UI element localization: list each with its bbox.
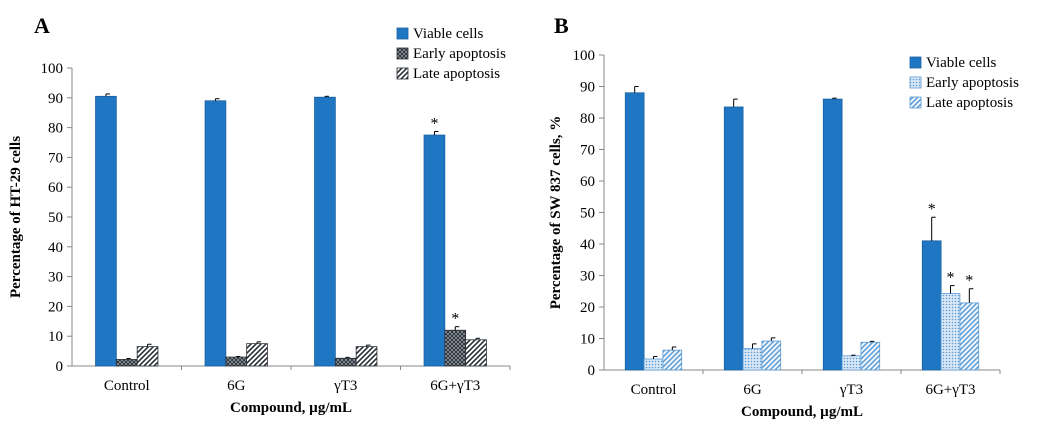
- bar-viable-cells: [921, 240, 942, 371]
- y-tick-label: 10: [48, 329, 63, 345]
- legend-label: Early apoptosis: [926, 75, 1019, 91]
- bar-late-apoptosis: [662, 349, 683, 371]
- y-tick-label: 90: [580, 80, 595, 96]
- bar-viable-cells: [423, 134, 446, 367]
- y-tick-label: 40: [580, 237, 595, 253]
- y-tick-label: 100: [41, 61, 64, 77]
- bar-early-apoptosis: [334, 357, 357, 367]
- bar-late-apoptosis: [860, 341, 881, 371]
- y-tick-label: 40: [48, 240, 63, 256]
- bar-early-apoptosis: [115, 359, 138, 367]
- bar-late-apoptosis: [355, 346, 378, 367]
- y-tick-label: 30: [580, 269, 595, 285]
- x-tick-label: Control: [104, 378, 150, 394]
- y-tick-label: 70: [580, 143, 595, 159]
- legend-swatch: [396, 47, 409, 60]
- significance-marker: *: [965, 273, 973, 290]
- y-tick-label: 50: [48, 210, 63, 226]
- legend-label: Early apoptosis: [413, 46, 506, 62]
- bar-viable-cells: [204, 100, 227, 367]
- legend-swatch: [909, 96, 922, 109]
- x-tick-label: 6G+γT3: [430, 378, 480, 394]
- panel-label-b: B: [554, 13, 569, 38]
- legend-swatch: [396, 27, 409, 40]
- bar-early-apoptosis: [225, 356, 248, 367]
- bar-late-apoptosis: [465, 339, 487, 367]
- y-tick-label: 0: [56, 359, 64, 375]
- bar-early-apoptosis: [841, 355, 862, 371]
- significance-marker: *: [947, 270, 955, 287]
- x-tick-label: 6G+γT3: [925, 382, 975, 398]
- bar-late-apoptosis: [959, 302, 980, 371]
- x-tick-label: 6G: [227, 378, 246, 394]
- chart-panel-b: 0 10 20 30 40 50 60 70 80 90 100 Percentage of SW 8…: [548, 48, 1019, 420]
- panel-label-a: A: [34, 13, 50, 38]
- x-tick-label: γT3: [839, 382, 863, 398]
- x-axis-title: Compound, µg/mL: [741, 404, 863, 420]
- y-tick-label: 60: [580, 174, 595, 190]
- y-tick-label: 50: [580, 206, 595, 222]
- legend-label: Late apoptosis: [413, 66, 500, 82]
- y-tick-label: 80: [48, 121, 63, 137]
- bar-early-apoptosis: [940, 293, 961, 371]
- x-tick-label: Control: [631, 382, 677, 398]
- x-tick-label: γT3: [333, 378, 357, 394]
- y-tick-label: 100: [573, 48, 596, 64]
- y-tick-label: 80: [580, 111, 595, 127]
- bar-late-apoptosis: [136, 346, 159, 367]
- x-axis-title: Compound, µg/mL: [230, 400, 352, 416]
- bar-viable-cells: [822, 98, 843, 371]
- significance-marker: *: [451, 311, 459, 328]
- bar-viable-cells: [723, 106, 744, 371]
- x-tick-label: 6G: [743, 382, 762, 398]
- significance-marker: *: [430, 115, 438, 132]
- bar-early-apoptosis: [643, 358, 664, 371]
- chart-panel-a: 0 10 20 30 40 50 60 70 80 90 100 Percentage of HT-2…: [8, 26, 511, 416]
- bar-early-apoptosis: [444, 329, 467, 367]
- y-axis-title: Percentage of HT-29 cells: [8, 136, 24, 298]
- bar-late-apoptosis: [761, 340, 782, 371]
- legend-swatch: [909, 76, 922, 89]
- legend-label: Viable cells: [926, 55, 996, 71]
- y-tick-label: 70: [48, 150, 63, 166]
- significance-marker: *: [928, 201, 936, 218]
- bar-late-apoptosis: [246, 343, 268, 367]
- legend-swatch: [909, 56, 922, 69]
- y-tick-label: 10: [580, 332, 595, 348]
- legend-label: Viable cells: [413, 26, 483, 42]
- y-tick-label: 30: [48, 270, 63, 286]
- y-axis-title: Percentage of SW 837 cells, %: [548, 116, 564, 310]
- legend-swatch: [396, 67, 409, 80]
- bar-early-apoptosis: [742, 348, 763, 371]
- bar-viable-cells: [624, 92, 645, 371]
- legend-label: Late apoptosis: [926, 95, 1013, 111]
- y-tick-label: 0: [588, 363, 596, 379]
- bar-viable-cells: [95, 95, 117, 367]
- y-tick-label: 60: [48, 180, 63, 196]
- y-tick-label: 20: [580, 300, 595, 316]
- y-tick-label: 20: [48, 299, 63, 315]
- bar-viable-cells: [314, 96, 336, 367]
- y-tick-label: 90: [48, 91, 63, 107]
